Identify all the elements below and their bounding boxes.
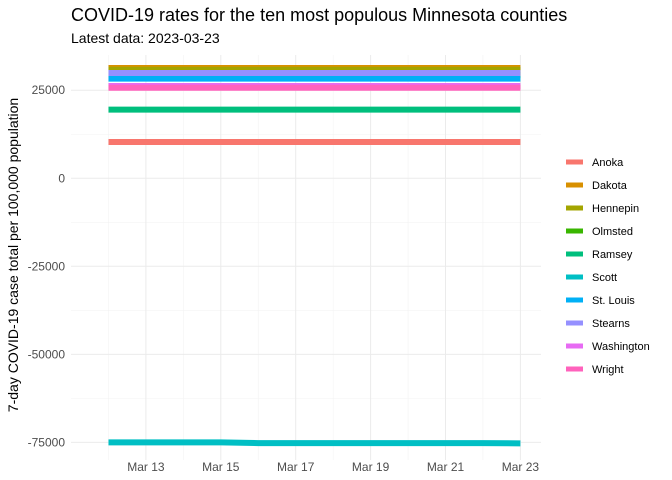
legend-label-hennepin: Hennepin bbox=[592, 203, 639, 215]
x-tick-label: Mar 21 bbox=[427, 460, 465, 474]
x-axis-ticks: Mar 13 Mar 15 Mar 17 Mar 19 Mar 21 Mar 23 bbox=[127, 460, 539, 474]
legend-label-olmsted: Olmsted bbox=[592, 226, 633, 238]
legend-label-anoka: Anoka bbox=[592, 157, 624, 169]
legend-label-washington: Washington bbox=[592, 341, 650, 353]
y-tick-label: 0 bbox=[58, 171, 65, 185]
y-axis-title: 7-day COVID-19 case total per 100,000 po… bbox=[5, 98, 21, 412]
x-tick-label: Mar 15 bbox=[202, 460, 240, 474]
y-tick-label: -75000 bbox=[28, 435, 66, 449]
y-axis-ticks: 25000 0 -25000 -50000 -75000 bbox=[28, 83, 66, 449]
x-tick-label: Mar 13 bbox=[127, 460, 165, 474]
x-tick-label: Mar 23 bbox=[502, 460, 540, 474]
legend: Anoka Dakota Hennepin Olmsted Ramsey Scott St.… bbox=[566, 157, 650, 376]
series-line-scott bbox=[108, 439, 521, 447]
y-tick-label: -50000 bbox=[28, 347, 66, 361]
legend-label-stearns: Stearns bbox=[592, 318, 630, 330]
grid bbox=[71, 55, 541, 460]
legend-label-st-louis: St. Louis bbox=[592, 295, 635, 307]
chart-subtitle: Latest data: 2023-03-23 bbox=[71, 30, 220, 46]
series-layer bbox=[108, 65, 521, 447]
legend-label-scott: Scott bbox=[592, 272, 617, 284]
y-tick-label: 25000 bbox=[32, 83, 66, 97]
legend-label-wright: Wright bbox=[592, 364, 624, 376]
legend-label-dakota: Dakota bbox=[592, 180, 628, 192]
y-tick-label: -25000 bbox=[28, 259, 66, 273]
x-tick-label: Mar 17 bbox=[277, 460, 315, 474]
chart-title: COVID-19 rates for the ten most populous… bbox=[71, 5, 567, 25]
x-tick-label: Mar 19 bbox=[352, 460, 390, 474]
legend-label-ramsey: Ramsey bbox=[592, 249, 633, 261]
